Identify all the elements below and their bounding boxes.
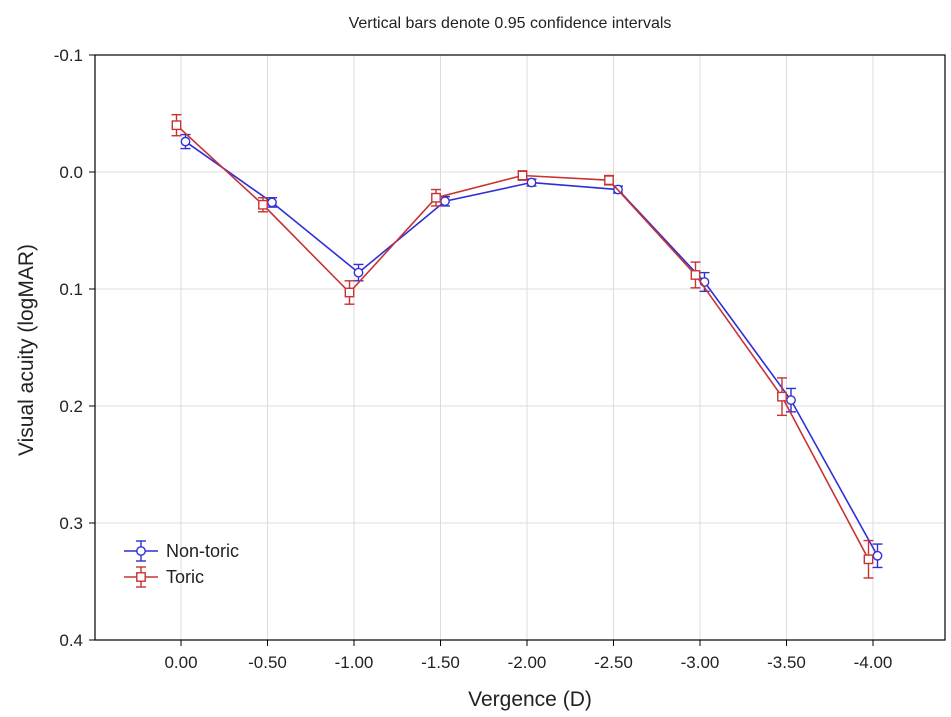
x-tick-label: -2.50 <box>594 653 633 672</box>
data-point <box>267 197 277 208</box>
legend-marker <box>136 546 146 556</box>
series-non-toric <box>180 133 883 569</box>
x-tick-label: -1.50 <box>421 653 460 672</box>
plot-frame <box>94 54 946 641</box>
data-point <box>526 177 537 188</box>
data-point <box>872 550 883 561</box>
legend-label: Toric <box>166 567 204 587</box>
x-tick-label: -3.00 <box>681 653 720 672</box>
y-tick-label: -0.1 <box>54 46 83 65</box>
legend-item: Non-toric <box>124 540 239 562</box>
y-tick-label: 0.0 <box>59 163 83 182</box>
x-tick-label: -3.50 <box>767 653 806 672</box>
y-axis: -0.1 0.0 0.1 0.2 0.3 0.4 <box>54 46 95 650</box>
x-tick-label: -1.00 <box>335 653 374 672</box>
data-point <box>699 277 710 287</box>
x-axis: 0.00 -0.50 -1.00 -1.50 -2.00 -2.50 -3.00 -3.50 -… <box>164 640 892 672</box>
y-axis-title: Visual acuity (logMAR) <box>15 244 38 456</box>
data-point <box>258 199 268 210</box>
series-layer <box>171 113 883 579</box>
data-point <box>171 120 182 131</box>
legend: Non-toric Toric <box>124 540 239 588</box>
x-tick-label: -2.00 <box>508 653 547 672</box>
series-line <box>185 140 879 557</box>
legend-label: Non-toric <box>166 541 239 561</box>
legend-marker <box>136 572 146 582</box>
y-tick-label: 0.4 <box>59 631 83 650</box>
chart-title: Vertical bars denote 0.95 confidence int… <box>349 15 672 32</box>
y-tick-label: 0.3 <box>59 514 83 533</box>
x-tick-label: -0.50 <box>248 653 287 672</box>
data-point <box>786 395 796 406</box>
data-point <box>517 170 528 181</box>
series-toric <box>171 113 874 579</box>
data-point <box>180 136 191 147</box>
grid-lines <box>95 55 945 640</box>
data-point <box>353 267 364 278</box>
x-tick-label: -4.00 <box>854 653 893 672</box>
x-axis-title: Vergence (D) <box>468 688 592 711</box>
data-point <box>604 175 614 186</box>
y-tick-label: 0.2 <box>59 397 83 416</box>
data-point <box>440 196 450 207</box>
legend-item: Toric <box>124 566 204 588</box>
x-tick-label: 0.00 <box>164 653 197 672</box>
series-line <box>175 124 870 560</box>
data-point <box>777 391 787 402</box>
data-point <box>690 270 701 280</box>
data-point <box>863 554 874 565</box>
y-tick-label: 0.1 <box>59 280 83 299</box>
data-point <box>431 192 441 203</box>
data-point <box>344 287 355 298</box>
